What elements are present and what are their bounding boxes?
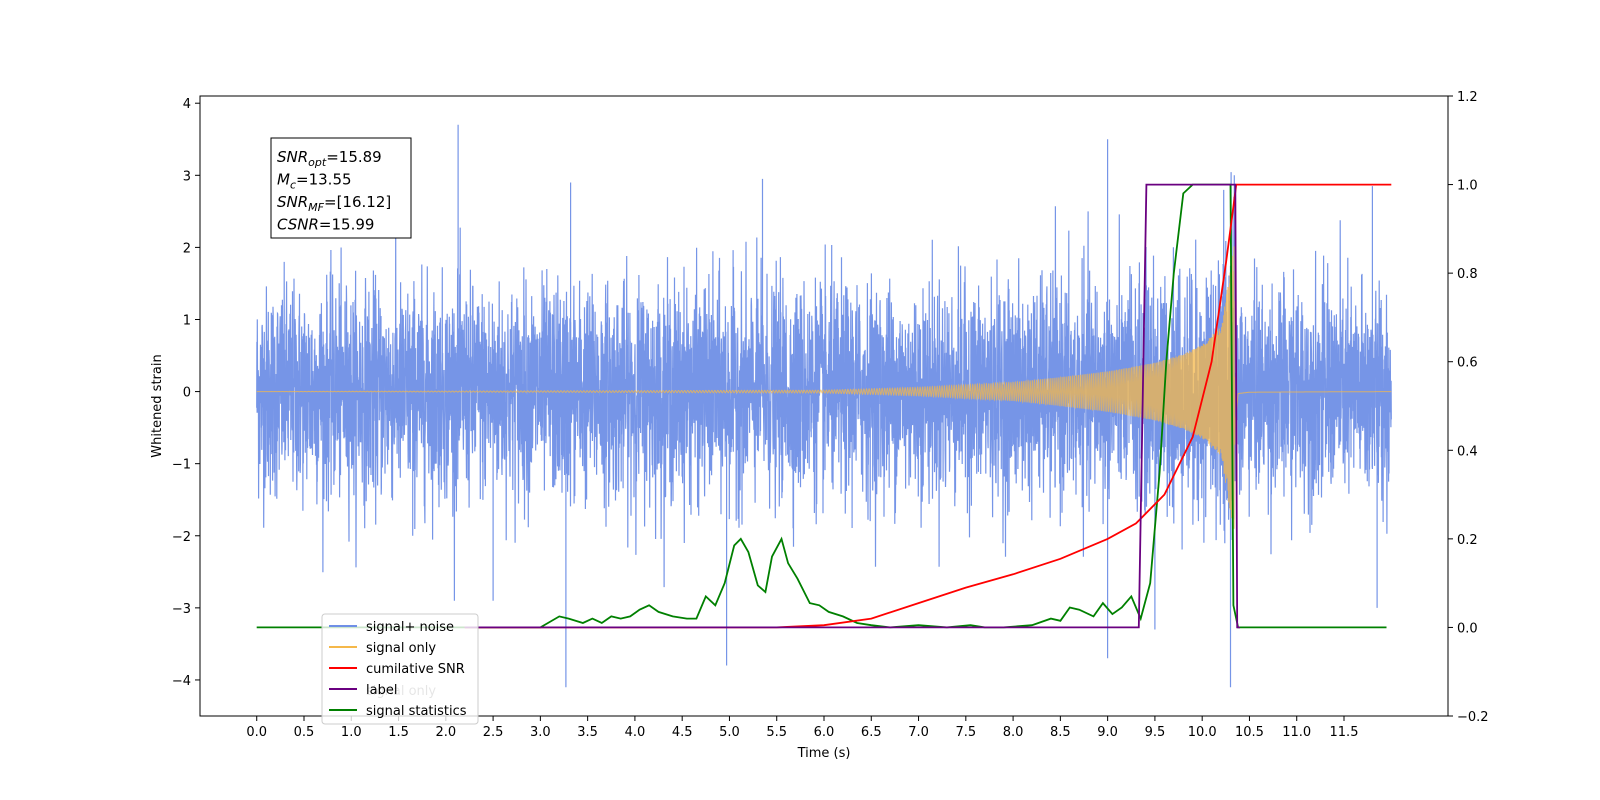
x-tick-label: 6.5 [861,725,882,740]
x-tick-label: 11.5 [1330,725,1359,740]
x-tick-label: 0.5 [294,725,315,740]
right-y-axis-ticks: −0.2 0.0 0.2 0.4 0.6 0.8 1.0 1.2 [1448,90,1489,725]
annotation-line: SNRopt=15.89 [277,148,382,169]
x-tick-label: 10.0 [1188,725,1217,740]
x-tick-label: 10.5 [1235,725,1264,740]
legend-frame [321,613,479,725]
right-y-tick-label: 1.2 [1457,90,1478,105]
left-y-tick-label: −2 [172,530,191,545]
plot-area [199,95,1449,717]
x-tick-label: 5.5 [766,725,787,740]
x-tick-label: 0.0 [246,725,267,740]
x-tick-label: 2.0 [435,725,456,740]
x-axis-label: Time (s) [797,746,851,761]
left-y-tick-label: −1 [172,458,191,473]
annotation-line: SNRMF=[16.12] [277,193,391,214]
x-tick-label: 1.5 [388,725,409,740]
x-tick-label: 5.0 [719,725,740,740]
x-tick-label: 8.0 [1003,725,1024,740]
left-y-tick-label: 2 [183,241,191,256]
left-y-tick-label: 3 [183,169,191,184]
y-axis-label: Whitened strain [150,354,165,457]
right-y-tick-label: 0.6 [1457,356,1478,371]
series-signal-only-line [256,246,1392,530]
x-tick-label: 3.0 [530,725,551,740]
annotation-frame [270,137,412,239]
left-y-axis-ticks: −4 −3 −2 −1 0 1 2 3 4 [172,97,200,689]
x-tick-label: 6.0 [814,725,835,740]
x-tick-label: 9.0 [1097,725,1118,740]
x-axis-ticks: 0.0 0.5 1.0 1.5 2.0 2.5 3.0 3.5 4.0 4.5 5.0 5.5 6.0 6… [246,716,1358,740]
series-group [256,124,1392,688]
series-signal-noise-line [256,124,1392,688]
series-signal-statistics-line [256,183,1387,629]
x-tick-label: 2.5 [483,725,504,740]
left-y-tick-label: 1 [183,313,191,328]
x-tick-label: 4.5 [672,725,693,740]
x-tick-label: 4.0 [625,725,646,740]
right-y-tick-label: 0.4 [1457,444,1478,459]
annotation-line: Mc=13.55 [277,171,352,192]
left-y-tick-label: 0 [183,386,191,401]
x-tick-label: 7.5 [955,725,976,740]
x-tick-label: 7.0 [908,725,929,740]
series-cumulative-snr-line [464,183,1392,629]
right-y-tick-label: −0.2 [1457,710,1489,725]
right-y-tick-label: 1.0 [1457,179,1478,194]
x-tick-label: 8.5 [1050,725,1071,740]
legend-entry-label: label [366,683,397,698]
left-y-tick-label: −4 [172,674,191,689]
right-y-tick-label: 0.0 [1457,621,1478,636]
x-tick-label: 3.5 [577,725,598,740]
annotation-line: CSNR=15.99 [277,216,374,234]
right-y-tick-label: 0.8 [1457,267,1478,282]
x-tick-label: 1.0 [341,725,362,740]
x-tick-label: 9.5 [1145,725,1166,740]
legend-entry-label: signal only [366,641,436,656]
right-y-tick-label: 0.2 [1457,533,1478,548]
legend-entry-label: signal+ noise [366,620,454,635]
series-label-line [464,183,1240,629]
x-tick-label: 11.0 [1282,725,1311,740]
legend-entry-label: cumilative SNR [366,662,465,677]
left-y-tick-label: 4 [183,97,191,112]
left-y-tick-label: −3 [172,602,191,617]
legend-entry-label: signal statistics [366,704,467,719]
